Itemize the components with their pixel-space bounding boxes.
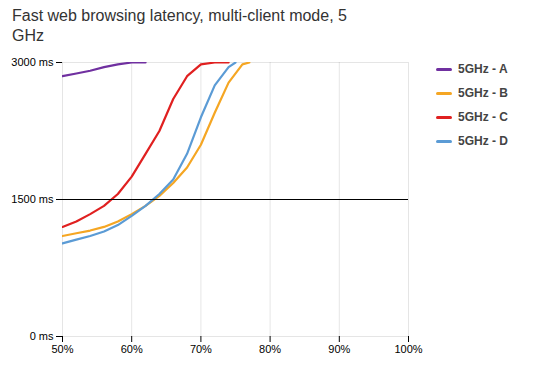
svg-text:1500 ms: 1500 ms [11, 193, 54, 205]
svg-text:70%: 70% [190, 343, 212, 355]
svg-text:100%: 100% [394, 343, 422, 355]
html-text:5GHz - A: 5GHz - A [458, 62, 508, 76]
svg-text:90%: 90% [328, 343, 350, 355]
svg-text:3000 ms: 3000 ms [11, 56, 54, 68]
svg-text:60%: 60% [121, 343, 143, 355]
html-text:5GHz - B: 5GHz - B [458, 86, 508, 100]
svg-text:0 ms: 0 ms [30, 330, 54, 342]
svg-text:50%: 50% [51, 343, 73, 355]
html-text:5GHz - C: 5GHz - C [458, 110, 508, 124]
html-text:5GHz - D: 5GHz - D [458, 134, 508, 148]
html-text:Fast web browsing latency, mul: Fast web browsing latency, multi-client … [12, 7, 347, 44]
svg-text:80%: 80% [259, 343, 281, 355]
